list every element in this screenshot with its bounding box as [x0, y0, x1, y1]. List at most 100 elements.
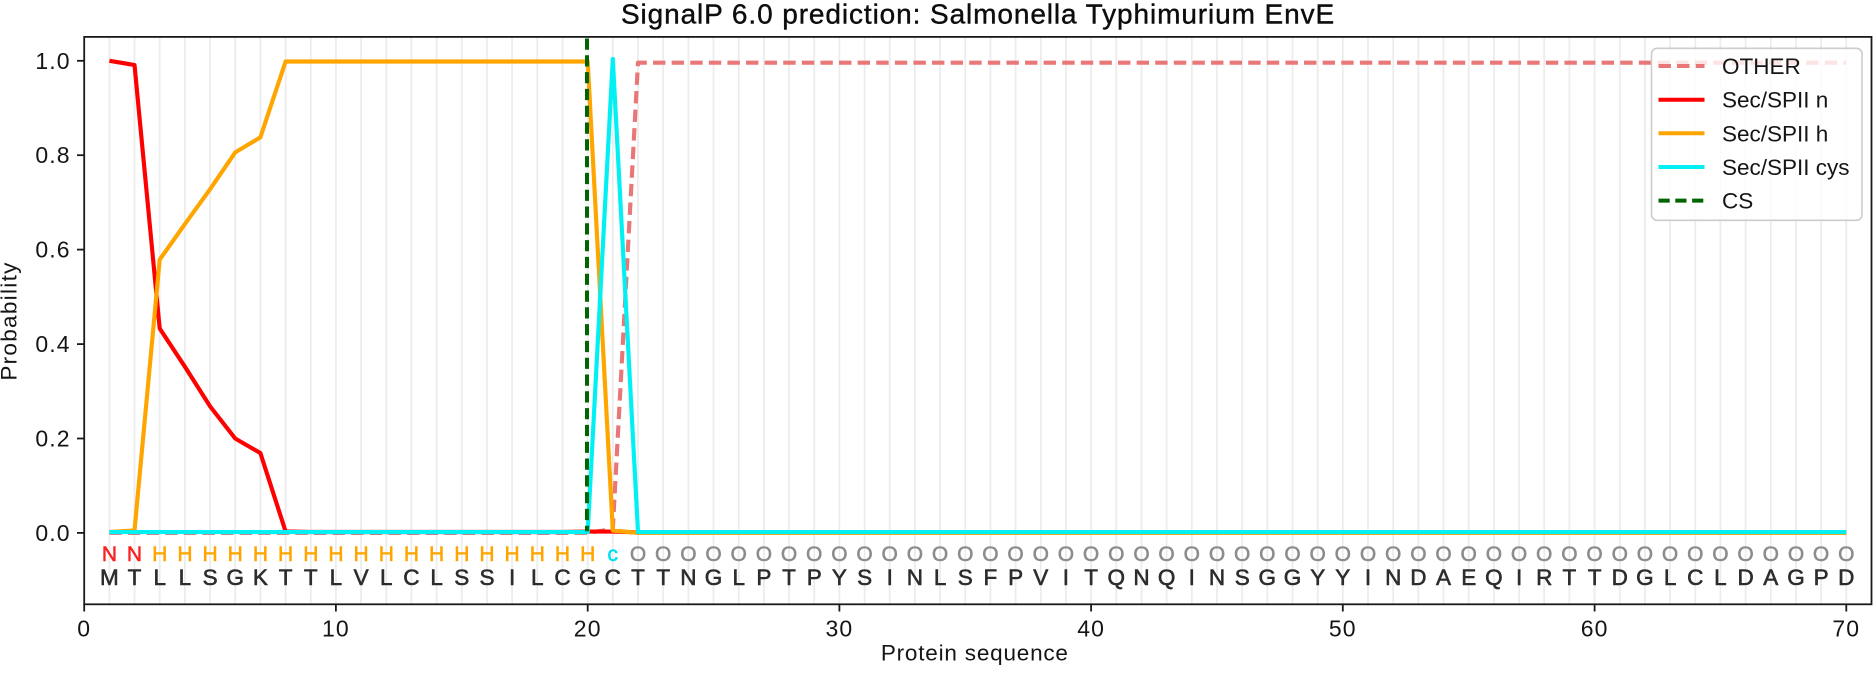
svg-text:G: G: [1787, 565, 1805, 590]
svg-text:T: T: [1588, 565, 1602, 590]
svg-text:O: O: [957, 543, 973, 566]
svg-text:O: O: [1007, 543, 1023, 566]
svg-text:H: H: [530, 543, 545, 566]
svg-text:0.2: 0.2: [35, 426, 70, 452]
svg-text:I: I: [1516, 565, 1522, 590]
svg-text:N: N: [1133, 565, 1149, 590]
svg-text:O: O: [731, 543, 747, 566]
svg-text:T: T: [782, 565, 796, 590]
svg-text:L: L: [430, 565, 443, 590]
svg-text:O: O: [1712, 543, 1728, 566]
svg-text:0.6: 0.6: [35, 237, 70, 263]
svg-text:G: G: [1636, 565, 1654, 590]
svg-text:M: M: [100, 565, 119, 590]
svg-text:N: N: [127, 543, 142, 566]
svg-text:Y: Y: [832, 565, 847, 590]
svg-text:O: O: [1284, 543, 1300, 566]
svg-text:E: E: [1461, 565, 1476, 590]
svg-text:H: H: [253, 543, 268, 566]
svg-text:T: T: [128, 565, 142, 590]
svg-text:Q: Q: [1108, 565, 1126, 590]
svg-text:SignalP 6.0 prediction: Salmon: SignalP 6.0 prediction: Salmonella Typhi…: [621, 0, 1335, 30]
svg-text:H: H: [303, 543, 318, 566]
svg-text:O: O: [806, 543, 822, 566]
svg-text:O: O: [1612, 543, 1628, 566]
svg-text:O: O: [680, 543, 696, 566]
svg-text:L: L: [380, 565, 393, 590]
svg-text:D: D: [1612, 565, 1628, 590]
svg-text:N: N: [1209, 565, 1225, 590]
svg-text:T: T: [631, 565, 645, 590]
svg-text:O: O: [831, 543, 847, 566]
svg-text:O: O: [856, 543, 872, 566]
svg-text:O: O: [1360, 543, 1376, 566]
svg-text:H: H: [454, 543, 469, 566]
svg-text:S: S: [958, 565, 973, 590]
svg-text:P: P: [807, 565, 822, 590]
svg-text:I: I: [509, 565, 515, 590]
svg-text:O: O: [1788, 543, 1804, 566]
svg-text:F: F: [984, 565, 998, 590]
svg-text:T: T: [656, 565, 670, 590]
svg-text:L: L: [179, 565, 192, 590]
svg-text:O: O: [932, 543, 948, 566]
svg-text:O: O: [781, 543, 797, 566]
svg-text:G: G: [226, 565, 244, 590]
svg-text:I: I: [1063, 565, 1069, 590]
svg-text:O: O: [1763, 543, 1779, 566]
svg-text:O: O: [705, 543, 721, 566]
svg-text:O: O: [1410, 543, 1426, 566]
svg-text:c: c: [608, 543, 619, 566]
svg-text:L: L: [330, 565, 343, 590]
svg-text:Protein sequence: Protein sequence: [881, 641, 1069, 666]
svg-text:G: G: [1284, 565, 1302, 590]
svg-text:T: T: [1084, 565, 1098, 590]
svg-text:S: S: [857, 565, 872, 590]
svg-text:O: O: [1637, 543, 1653, 566]
svg-text:Y: Y: [1335, 565, 1350, 590]
svg-text:H: H: [278, 543, 293, 566]
svg-text:O: O: [1385, 543, 1401, 566]
svg-text:T: T: [1563, 565, 1577, 590]
svg-text:P: P: [1814, 565, 1829, 590]
svg-text:P: P: [756, 565, 771, 590]
svg-text:Q: Q: [1485, 565, 1503, 590]
svg-text:O: O: [1234, 543, 1250, 566]
svg-text:L: L: [1664, 565, 1677, 590]
svg-text:O: O: [1158, 543, 1174, 566]
svg-text:O: O: [1536, 543, 1552, 566]
svg-text:O: O: [1209, 543, 1225, 566]
svg-text:0.8: 0.8: [35, 142, 70, 168]
svg-text:G: G: [579, 565, 597, 590]
svg-text:I: I: [887, 565, 893, 590]
svg-text:Y: Y: [1310, 565, 1325, 590]
svg-text:0: 0: [77, 616, 91, 642]
svg-text:O: O: [1033, 543, 1049, 566]
svg-text:Sec/SPII n: Sec/SPII n: [1722, 88, 1828, 113]
svg-text:D: D: [1737, 565, 1753, 590]
svg-text:O: O: [907, 543, 923, 566]
svg-text:O: O: [882, 543, 898, 566]
svg-text:K: K: [253, 565, 268, 590]
svg-text:40: 40: [1077, 616, 1105, 642]
svg-text:G: G: [705, 565, 723, 590]
svg-text:L: L: [732, 565, 745, 590]
svg-text:N: N: [102, 543, 117, 566]
svg-text:Sec/SPII h: Sec/SPII h: [1722, 121, 1828, 146]
svg-text:O: O: [1813, 543, 1829, 566]
svg-text:V: V: [354, 565, 369, 590]
svg-text:O: O: [630, 543, 646, 566]
svg-text:S: S: [1235, 565, 1250, 590]
svg-text:H: H: [354, 543, 369, 566]
svg-text:H: H: [404, 543, 419, 566]
svg-text:H: H: [328, 543, 343, 566]
svg-text:C: C: [554, 565, 570, 590]
svg-text:C: C: [605, 565, 621, 590]
svg-text:O: O: [1435, 543, 1451, 566]
svg-text:Probability: Probability: [0, 261, 22, 380]
svg-text:O: O: [1133, 543, 1149, 566]
svg-text:I: I: [1365, 565, 1371, 590]
svg-text:A: A: [1763, 565, 1778, 590]
svg-text:OTHER: OTHER: [1722, 54, 1801, 79]
svg-text:N: N: [907, 565, 923, 590]
